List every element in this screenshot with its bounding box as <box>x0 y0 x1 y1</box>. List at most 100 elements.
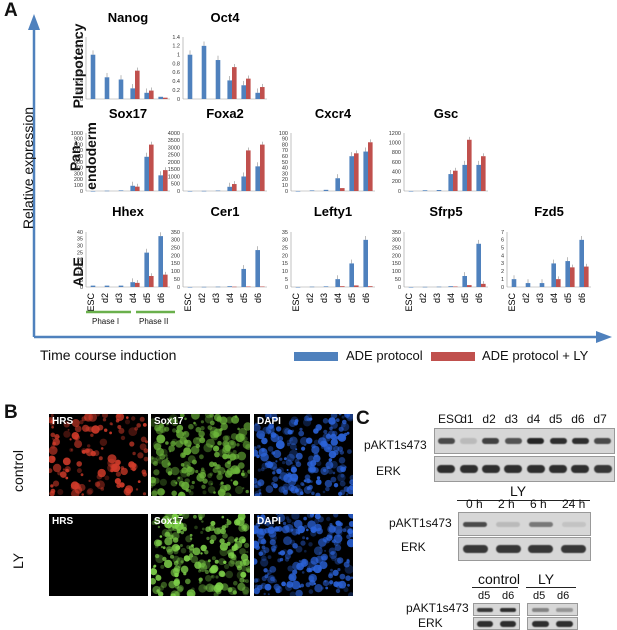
micrograph-label: DAPI <box>257 416 281 427</box>
chart-title: Cer1 <box>211 204 240 219</box>
y-tick-label: 0 <box>80 285 83 291</box>
micrograph-sox17-control: Sox17 <box>151 414 250 496</box>
bar-ade <box>462 164 467 191</box>
bar-ade-ly <box>163 274 168 287</box>
bar-ade-ly <box>163 97 168 99</box>
x-tick-label: d4 <box>549 293 559 303</box>
micrograph-texture <box>254 514 353 596</box>
micrograph-sox17-ly: Sox17 <box>151 514 250 596</box>
lane-label: d6 <box>571 412 585 426</box>
y-tick-label: 100 <box>171 269 180 275</box>
micrograph-label: Sox17 <box>154 516 184 527</box>
blot-band <box>460 438 478 444</box>
bar-ade <box>201 45 207 99</box>
y-tick-label: 1.2 <box>172 44 180 50</box>
bar-ade-ly <box>368 286 373 287</box>
bar-ade <box>335 279 340 287</box>
micrograph-label: HRS <box>52 416 74 427</box>
blot-erk-ly2 <box>527 617 578 630</box>
pakt-label-1: pAKT1s473 <box>364 438 427 452</box>
ly-label-2: LY <box>538 571 555 587</box>
bar-ade <box>187 54 193 99</box>
bar-ade <box>215 190 221 192</box>
bar-ade-ly <box>163 170 168 191</box>
bar-ade-ly <box>246 78 251 99</box>
y-tick-label: 1000 <box>71 131 83 137</box>
blot-band <box>526 465 545 473</box>
x-tick-label: d2 <box>197 293 207 303</box>
blot-pakt-ly <box>458 512 591 536</box>
blot-band <box>437 465 456 473</box>
lane-label: 24 h <box>562 497 586 511</box>
x-tick-label: d5 <box>460 293 470 303</box>
bar-ade-ly <box>135 70 140 99</box>
blot-band <box>571 465 590 473</box>
bar-ade <box>436 190 442 191</box>
micrograph-label: DAPI <box>257 516 281 527</box>
micrograph-hrs-control: HRS <box>49 414 148 496</box>
blot-band <box>571 438 589 444</box>
x-tick-label: d5 <box>347 293 357 303</box>
bar-ade <box>227 286 232 287</box>
y-tick-label: 0 <box>80 97 83 103</box>
blot-band <box>504 465 523 473</box>
bar-ade-ly <box>246 286 251 288</box>
ly-bracket <box>457 500 590 501</box>
y-tick-label: 6 <box>501 238 504 244</box>
y-tick-label: 150 <box>392 261 401 267</box>
control-label: control <box>478 571 521 587</box>
chart-title: Foxa2 <box>206 106 244 121</box>
bar-ade <box>335 178 340 191</box>
x-axis-arrowhead <box>596 331 612 343</box>
micrograph-dapi-control: DAPI <box>254 414 353 496</box>
bar-ade <box>448 286 453 287</box>
blot-band <box>549 465 568 473</box>
bar-ade-ly <box>340 188 345 191</box>
y-tick-label: 0.8 <box>172 61 180 67</box>
bar-ade <box>462 276 467 287</box>
micrograph-texture <box>151 414 250 496</box>
y-tick-label: 4 <box>501 253 504 259</box>
y-tick-label: 15 <box>77 264 83 270</box>
blot-band <box>481 465 500 473</box>
chart-gsc: Gsc 0 200 400 600 800 1000 1200 <box>389 106 488 195</box>
bar-ade-ly <box>481 283 486 287</box>
x-tick-label: d5 <box>239 293 249 303</box>
ly-label: LY <box>510 483 527 499</box>
bar-ade <box>118 190 124 191</box>
lane-d6-ly: d6 <box>557 590 570 602</box>
bar-ade-ly <box>453 170 458 191</box>
x-tick-label: d4 <box>333 293 343 303</box>
bar-ade <box>144 156 149 191</box>
y-tick-label: 150 <box>171 261 180 267</box>
bar-ade <box>255 250 260 287</box>
y-tick-label: 3500 <box>168 138 180 144</box>
bar-ade-ly <box>570 267 575 287</box>
bar-ade <box>295 287 301 288</box>
bar-ade <box>309 190 315 191</box>
y-tick-label: 20 <box>282 177 288 183</box>
y-tick-label: 35 <box>77 237 83 243</box>
y-tick-label: 300 <box>392 238 401 244</box>
y-tick-label: 400 <box>74 166 83 172</box>
blot-band <box>482 438 500 444</box>
y-tick-label: 5 <box>501 246 504 252</box>
x-tick-label: ESC <box>507 293 517 312</box>
blot-pakt-time-course <box>434 428 615 454</box>
y-tick-label: 40 <box>282 166 288 172</box>
bar-ade-ly <box>149 90 154 99</box>
bar-ade <box>215 286 221 288</box>
bar-ade <box>511 279 517 287</box>
y-tick-label: 30 <box>282 238 288 244</box>
bar-ade <box>158 236 163 287</box>
y-tick-label: 100 <box>279 131 288 137</box>
y-tick-label: 400 <box>392 169 401 175</box>
y-tick-label: 350 <box>171 230 180 236</box>
y-tick-label: 0 <box>398 285 401 291</box>
blot-band <box>477 607 494 612</box>
x-tick-label: d6 <box>361 293 371 303</box>
y-tick-label: 0.2 <box>75 88 83 94</box>
y-tick-label: 0.8 <box>75 61 83 67</box>
